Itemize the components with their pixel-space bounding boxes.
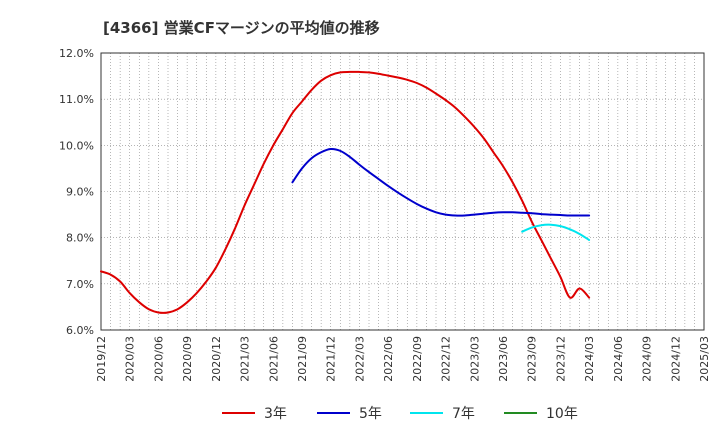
series-line-2 [521,223,591,241]
y-tick-label: 9.0% [66,186,94,199]
x-tick-label: 2021/06 [267,336,280,382]
legend: 3年 5年 7年 10年 [222,406,578,422]
x-tick-label: 2020/06 [152,336,165,382]
x-tick-label: 2020/03 [124,336,137,382]
y-tick-label: 8.0% [66,232,94,245]
y-tick-label: 12.0% [59,47,94,60]
series-line-0 [100,70,591,314]
x-tick-label: 2023/09 [526,336,539,382]
x-tick-label: 2024/12 [669,336,682,382]
x-tick-label: 2021/09 [296,336,309,382]
x-tick-label: 2025/03 [698,336,711,382]
chart-title: [4366] 営業CFマージンの平均値の推移 [103,19,380,37]
x-tick-label: 2019/12 [95,336,108,382]
legend-label-1: 5年 [359,406,382,422]
plot-border [100,52,705,331]
x-tick-label: 2020/12 [210,336,223,382]
x-tick-label: 2022/06 [382,336,395,382]
x-tick-label: 2024/03 [583,336,596,382]
series-line-1 [291,147,591,217]
x-tick-label: 2023/06 [497,336,510,382]
x-tick-label: 2022/09 [411,336,424,382]
x-axis: 2019/12 2020/03 2020/06 2020/09 2020/12 2021/… [95,336,711,382]
y-tick-label: 10.0% [59,139,94,152]
series-layer [100,70,591,314]
y-axis: 6.0% 7.0% 8.0% 9.0% 10.0% 11.0% 12.0% [59,47,94,337]
x-tick-label: 2024/06 [612,336,625,382]
x-tick-label: 2022/03 [353,336,366,382]
x-tick-label: 2023/12 [554,336,567,382]
legend-label-3: 10年 [546,406,578,422]
x-tick-label: 2021/12 [325,336,338,382]
x-tick-label: 2022/12 [440,336,453,382]
x-tick-label: 2024/09 [641,336,654,382]
plot-area [101,53,704,330]
y-tick-label: 6.0% [66,324,94,337]
legend-label-0: 3年 [264,406,287,422]
y-tick-label: 11.0% [59,93,94,106]
x-tick-label: 2021/03 [239,336,252,382]
y-tick-label: 7.0% [66,278,94,291]
legend-label-2: 7年 [452,406,475,422]
x-tick-label: 2023/03 [468,336,481,382]
x-tick-label: 2020/09 [181,336,194,382]
